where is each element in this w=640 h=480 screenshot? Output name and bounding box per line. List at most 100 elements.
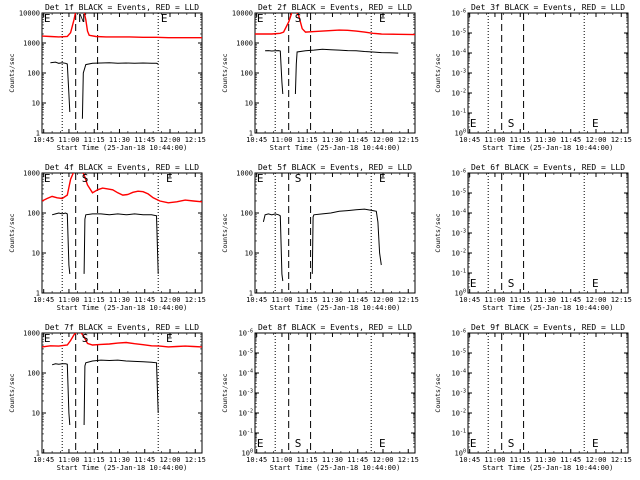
event-marker-label: E	[379, 437, 386, 450]
lld-series-line	[42, 173, 202, 204]
y-axis-label: Counts/sec	[8, 373, 16, 412]
y-tick-label: 1000	[236, 170, 253, 178]
x-tick-label: 12:15	[611, 296, 632, 304]
y-tick-label: 10-4	[452, 209, 466, 218]
y-tick-label: 10-3	[452, 229, 466, 238]
event-marker-label: E	[470, 117, 477, 130]
x-tick-label: 11:00	[271, 296, 292, 304]
plot-frame	[254, 332, 416, 454]
y-tick-label: 10-3	[452, 389, 466, 398]
y-tick-label: 10-2	[452, 249, 466, 258]
x-tick-label: 11:45	[134, 136, 155, 144]
x-axis-label: Start Time (25-Jan-18 10:44:00)	[270, 464, 401, 472]
x-tick-label: 12:15	[611, 136, 632, 144]
event-marker-label: E	[44, 332, 51, 345]
event-marker-label: E	[44, 172, 51, 185]
event-marker-label: S	[295, 172, 302, 185]
x-tick-label: 12:00	[585, 296, 606, 304]
y-axis-label: Counts/sec	[221, 373, 229, 412]
x-tick-label: 11:00	[58, 456, 79, 464]
x-tick-label: 12:15	[185, 296, 206, 304]
y-tick-label: 10-1	[452, 269, 466, 278]
x-tick-label: 11:15	[84, 136, 105, 144]
y-tick-label: 10	[245, 100, 253, 108]
lld-series-line	[42, 13, 202, 39]
lld-series-line	[42, 333, 202, 348]
y-tick-label: 1	[36, 290, 40, 298]
event-marker-label: S	[508, 437, 515, 450]
event-marker-label: E	[592, 437, 599, 450]
y-tick-label: 10-6	[239, 329, 253, 338]
x-axis-label: Start Time (25-Jan-18 10:44:00)	[483, 144, 614, 152]
y-tick-label: 1000	[23, 330, 40, 338]
y-tick-label: 1	[36, 450, 40, 458]
x-tick-label: 10:45	[459, 456, 480, 464]
events-series-line	[81, 62, 159, 119]
plot-frame	[467, 172, 629, 294]
x-tick-label: 10:45	[459, 136, 480, 144]
event-marker-label: E	[592, 117, 599, 130]
event-marker-label: E	[470, 437, 477, 450]
events-series-line	[83, 359, 159, 426]
plot-frame	[41, 332, 203, 454]
events-series-line	[265, 50, 284, 95]
x-tick-label: 10:45	[246, 136, 267, 144]
x-tick-label: 11:00	[58, 136, 79, 144]
plot-frame	[41, 12, 203, 134]
x-tick-label: 11:30	[322, 296, 343, 304]
x-tick-label: 12:00	[159, 456, 180, 464]
events-series-line	[294, 48, 399, 95]
event-marker-label: E	[166, 332, 173, 345]
y-tick-label: 10-4	[452, 49, 466, 58]
panel-title: Det 9f BLACK = Events, RED = LLD	[471, 323, 625, 332]
y-tick-label: 100	[455, 449, 466, 458]
x-tick-label: 11:15	[510, 136, 531, 144]
y-tick-label: 10-4	[239, 369, 253, 378]
plot-frame	[467, 332, 629, 454]
x-tick-label: 10:45	[33, 296, 54, 304]
y-tick-label: 10-3	[239, 389, 253, 398]
y-axis-label: Counts/sec	[434, 53, 442, 92]
y-tick-label: 100	[27, 210, 40, 218]
y-tick-label: 1	[36, 130, 40, 138]
x-tick-label: 11:00	[484, 456, 505, 464]
y-tick-label: 100	[455, 129, 466, 138]
y-tick-label: 100	[242, 449, 253, 458]
y-tick-label: 10-4	[452, 369, 466, 378]
x-tick-label: 11:30	[109, 136, 130, 144]
x-tick-label: 11:45	[560, 136, 581, 144]
event-marker-label: E	[257, 172, 264, 185]
y-tick-label: 10-6	[452, 329, 466, 338]
x-tick-label: 10:45	[33, 136, 54, 144]
events-series-line	[83, 213, 159, 274]
x-tick-label: 11:15	[510, 296, 531, 304]
panel-title: Det 7f BLACK = Events, RED = LLD	[45, 323, 199, 332]
y-tick-label: 100	[240, 210, 253, 218]
panel-title: Det 3f BLACK = Events, RED = LLD	[471, 3, 625, 12]
x-tick-label: 12:00	[585, 136, 606, 144]
x-tick-label: 12:15	[185, 136, 206, 144]
x-tick-label: 11:00	[484, 296, 505, 304]
x-tick-label: 11:15	[84, 296, 105, 304]
y-tick-label: 1000	[23, 170, 40, 178]
y-tick-label: 10-1	[239, 429, 253, 438]
x-tick-label: 12:15	[398, 456, 419, 464]
y-tick-label: 10000	[232, 10, 253, 18]
y-tick-label: 10-5	[452, 29, 466, 38]
y-axis-label: Counts/sec	[8, 53, 16, 92]
x-tick-label: 11:15	[84, 456, 105, 464]
y-tick-label: 10	[245, 250, 253, 258]
y-tick-label: 1000	[23, 40, 40, 48]
x-tick-label: 11:45	[347, 136, 368, 144]
event-marker-label: E	[166, 172, 173, 185]
y-tick-label: 10-6	[452, 9, 466, 18]
x-tick-label: 12:15	[185, 456, 206, 464]
event-marker-label: E	[161, 12, 168, 25]
event-marker-label: E	[379, 12, 386, 25]
x-axis-label: Start Time (25-Jan-18 10:44:00)	[270, 304, 401, 312]
panel-det-9: Det 9f BLACK = Events, RED = LLD 100 10-1 1…	[434, 323, 632, 472]
y-axis-label: Counts/sec	[8, 213, 16, 252]
events-series-line	[311, 208, 382, 274]
y-tick-label: 100	[240, 70, 253, 78]
